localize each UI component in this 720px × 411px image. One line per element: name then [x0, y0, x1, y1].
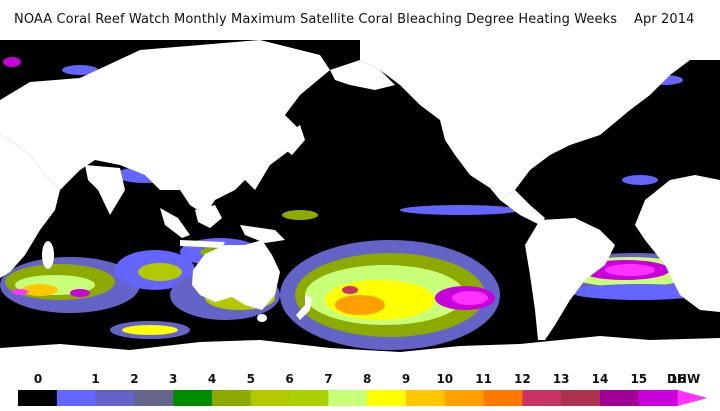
- land-south-america: [525, 218, 615, 340]
- colorbar-swatch-15: [600, 390, 640, 406]
- legend-tick-13: 13: [552, 372, 570, 386]
- colorbar-swatch-7: [289, 390, 329, 406]
- land-sumatra: [160, 208, 190, 238]
- colorbar-swatch-8: [328, 390, 368, 406]
- legend-tick-9: 9: [401, 372, 411, 386]
- land-greenland: [560, 40, 650, 85]
- legend-tick-2: 2: [130, 372, 139, 386]
- legend-tick-3: 3: [169, 372, 178, 386]
- heat-region-south-pacific: [280, 205, 520, 350]
- land-india: [85, 165, 125, 215]
- legend-tick-labels: 0 1 2 3 4 5 6 7 8 9 10 11 12 13 14 15 16 DHW: [0, 372, 720, 388]
- colorbar: [18, 390, 708, 406]
- land-australia: [192, 240, 280, 310]
- colorbar-swatch-3: [134, 390, 174, 406]
- land-alaska: [330, 60, 395, 90]
- colorbar-swatch-16: [638, 390, 679, 406]
- heat-region-arctic: [3, 57, 21, 67]
- land-central-america: [500, 190, 545, 225]
- land-borneo: [195, 205, 222, 228]
- colorbar-swatch-13: [522, 390, 562, 406]
- colorbar-swatch-6: [250, 390, 291, 406]
- land-new-guinea: [240, 225, 285, 243]
- legend-tick-11: 11: [475, 372, 492, 386]
- legend-tick-10: 10: [436, 372, 454, 386]
- legend-tick-15: 15: [630, 372, 648, 386]
- colorbar-swatch-10: [406, 390, 446, 406]
- land-masses: [0, 40, 720, 360]
- colorbar-arrow: [677, 390, 708, 406]
- land-africa-east: [635, 175, 720, 312]
- legend-tick-12: 12: [514, 372, 531, 386]
- map-title: NOAA Coral Reef Watch Monthly Maximum Sa…: [14, 12, 695, 27]
- legend-tick-14: 14: [591, 372, 609, 386]
- map-canvas: [0, 40, 720, 360]
- colorbar-swatch-12: [483, 390, 523, 406]
- legend-tick-0: 0: [33, 372, 43, 386]
- colorbar-swatch-11: [444, 390, 485, 406]
- heat-region-indian-ocean: [0, 250, 195, 339]
- legend-tick-7: 7: [324, 372, 333, 386]
- colorbar-swatch-4: [173, 390, 213, 406]
- legend-tick-6: 6: [285, 372, 294, 386]
- land-north-america: [360, 40, 720, 200]
- legend-tick-1: 1: [91, 372, 100, 386]
- land-africa: [0, 135, 60, 278]
- legend-tick-8: 8: [363, 372, 372, 386]
- colorbar-swatch-2: [95, 390, 135, 406]
- colorbar-swatch-9: [367, 390, 407, 406]
- legend-unit: DHW: [666, 372, 701, 386]
- legend-tick-4: 4: [207, 372, 217, 386]
- colorbar-swatch-0: [18, 390, 58, 406]
- land-japan: [283, 125, 305, 155]
- colorbar-swatch-5: [212, 390, 252, 406]
- land-antarctica: [0, 336, 720, 360]
- legend-tick-16: 16: [669, 372, 686, 386]
- land-tasmania: [257, 314, 267, 322]
- colorbar-swatch-1: [56, 390, 97, 406]
- dhw-world-map: [0, 40, 720, 360]
- land-java: [180, 240, 225, 248]
- colorbar-swatch-14: [561, 390, 601, 406]
- land-eurasia: [0, 40, 330, 215]
- land-new-zealand: [296, 295, 312, 320]
- legend-tick-5: 5: [246, 372, 255, 386]
- land-madagascar: [42, 241, 54, 269]
